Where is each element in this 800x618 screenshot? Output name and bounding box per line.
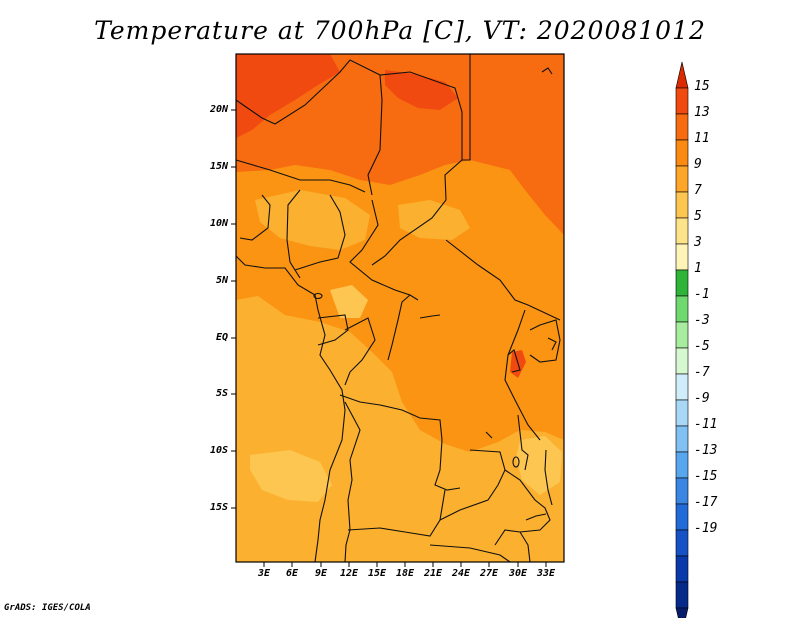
colorbar <box>675 61 689 618</box>
colorbar-label: -17 <box>694 495 718 510</box>
lat-label: 15N <box>209 161 228 172</box>
lon-label: 30E <box>508 568 528 579</box>
colorbar-label: -9 <box>694 391 710 406</box>
coastline <box>235 67 553 563</box>
map-frame <box>235 53 565 563</box>
colorbar-label: 3 <box>694 235 702 250</box>
temp-region-11c <box>236 54 564 235</box>
colorbar-label: -13 <box>694 443 718 458</box>
chart-title: Temperature at 700hPa [C], VT: 202008101… <box>94 16 706 45</box>
colorbar-segment <box>675 529 689 557</box>
colorbar-label: 5 <box>694 209 702 224</box>
colorbar-segment <box>675 269 689 297</box>
colorbar-segment <box>675 295 689 323</box>
lat-label: 5S <box>215 388 228 399</box>
colorbar-label: -7 <box>694 365 710 380</box>
colorbar-segment <box>675 217 689 245</box>
colorbar-segment <box>675 165 689 193</box>
colorbar-label: -19 <box>694 521 718 536</box>
colorbar-label: -1 <box>694 287 710 302</box>
colorbar-label: -11 <box>694 417 718 432</box>
country-borders <box>235 54 561 563</box>
lon-label: 12E <box>339 568 359 579</box>
temp-region-13c <box>385 70 458 110</box>
lat-label: 10S <box>209 445 228 456</box>
colorbar-segment <box>675 451 689 479</box>
colorbar-segment <box>675 555 689 583</box>
colorbar-segment <box>675 321 689 349</box>
tick-marks <box>231 109 547 567</box>
temp-region-13c <box>236 54 340 138</box>
colorbar-segment <box>675 87 689 115</box>
colorbar-segment <box>675 503 689 531</box>
temp-region-5c <box>250 450 332 502</box>
temp-region-7c <box>398 200 470 240</box>
colorbar-label: 7 <box>694 183 702 198</box>
colorbar-label: -3 <box>694 313 710 328</box>
colorbar-segment <box>675 113 689 141</box>
lon-label: 33E <box>536 568 556 579</box>
lon-label: 27E <box>479 568 499 579</box>
lon-label: 21E <box>423 568 443 579</box>
lat-label: 15S <box>209 502 228 513</box>
temp-region-5c <box>516 436 562 495</box>
colorbar-label: 15 <box>694 79 710 94</box>
colorbar-label: -5 <box>694 339 710 354</box>
colorbar-segment <box>675 373 689 401</box>
colorbar-segment <box>675 581 689 609</box>
colorbar-segment <box>675 139 689 167</box>
temperature-field <box>236 54 564 562</box>
temp-region-5c <box>330 285 368 318</box>
lat-label: 5N <box>215 275 228 286</box>
colorbar-label: 1 <box>694 261 702 276</box>
lat-label: 10N <box>209 218 228 229</box>
lakes <box>313 292 557 521</box>
colorbar-segment <box>675 347 689 375</box>
lon-label: 18E <box>395 568 415 579</box>
colorbar-segment <box>675 425 689 453</box>
colorbar-segment <box>675 191 689 219</box>
colorbar-label: -15 <box>694 469 718 484</box>
colorbar-segment <box>675 607 689 618</box>
colorbar-segment <box>675 61 689 89</box>
lon-label: 6E <box>285 568 299 579</box>
lon-label: 15E <box>367 568 387 579</box>
lat-label: EQ <box>215 332 228 343</box>
colorbar-segment <box>675 477 689 505</box>
lon-label: 3E <box>257 568 271 579</box>
temp-region-7c <box>255 190 370 250</box>
colorbar-label: 13 <box>694 105 710 120</box>
colorbar-label: 11 <box>694 131 710 146</box>
lat-label: 20N <box>209 104 228 115</box>
colorbar-label: 9 <box>694 157 702 172</box>
lon-label: 9E <box>314 568 328 579</box>
colorbar-segment <box>675 399 689 427</box>
credit-text: GrADS: IGES/COLA <box>4 603 91 613</box>
colorbar-segment <box>675 243 689 271</box>
lon-label: 24E <box>451 568 471 579</box>
